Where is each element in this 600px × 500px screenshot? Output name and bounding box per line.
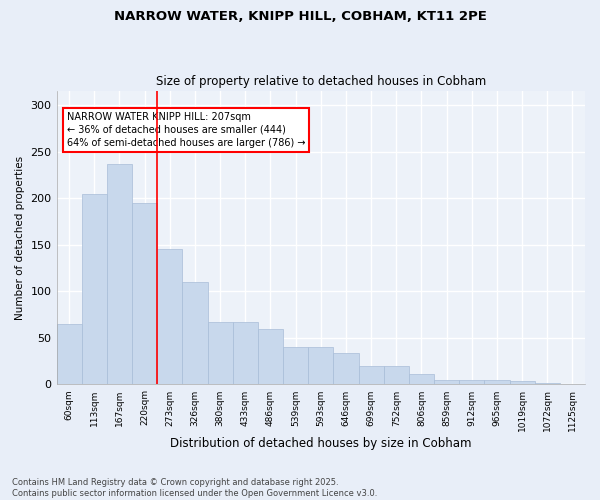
Bar — [409, 374, 434, 384]
Text: NARROW WATER, KNIPP HILL, COBHAM, KT11 2PE: NARROW WATER, KNIPP HILL, COBHAM, KT11 2… — [113, 10, 487, 23]
Bar — [459, 380, 484, 384]
Bar — [258, 328, 283, 384]
Bar — [334, 353, 359, 384]
Bar — [383, 366, 409, 384]
Bar — [157, 250, 182, 384]
Bar — [359, 366, 383, 384]
Bar — [308, 347, 334, 385]
Bar — [182, 282, 208, 384]
Bar — [56, 324, 82, 384]
Title: Size of property relative to detached houses in Cobham: Size of property relative to detached ho… — [155, 76, 486, 88]
Bar — [233, 322, 258, 384]
Bar — [283, 347, 308, 385]
Bar — [132, 203, 157, 384]
Bar — [509, 380, 535, 384]
Bar — [535, 382, 560, 384]
Bar — [484, 380, 509, 384]
X-axis label: Distribution of detached houses by size in Cobham: Distribution of detached houses by size … — [170, 437, 472, 450]
Bar — [434, 380, 459, 384]
Bar — [107, 164, 132, 384]
Text: Contains HM Land Registry data © Crown copyright and database right 2025.
Contai: Contains HM Land Registry data © Crown c… — [12, 478, 377, 498]
Y-axis label: Number of detached properties: Number of detached properties — [15, 156, 25, 320]
Bar — [208, 322, 233, 384]
Bar — [82, 194, 107, 384]
Text: NARROW WATER KNIPP HILL: 207sqm
← 36% of detached houses are smaller (444)
64% o: NARROW WATER KNIPP HILL: 207sqm ← 36% of… — [67, 112, 305, 148]
